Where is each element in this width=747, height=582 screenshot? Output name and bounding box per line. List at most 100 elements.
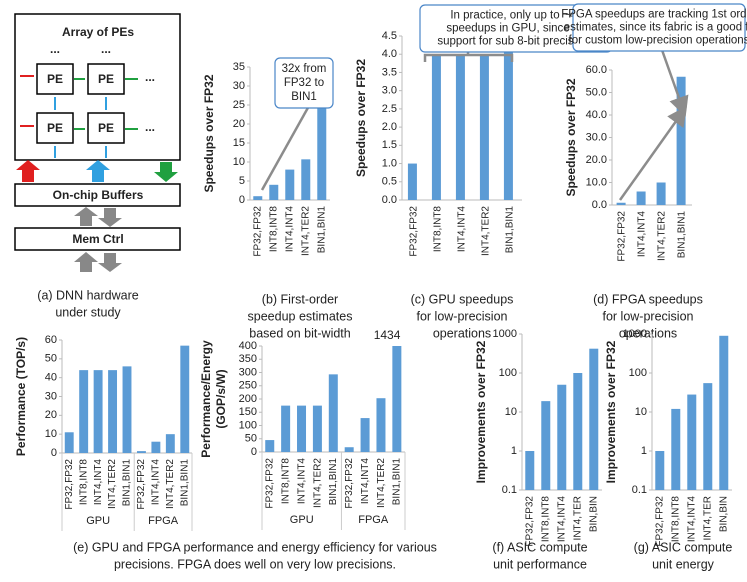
- red-arrow: [16, 160, 40, 182]
- group-label: FPGA: [358, 514, 389, 526]
- x-tick-label: INT4,TER2: [165, 459, 176, 509]
- y-tick-label: 10: [635, 406, 647, 418]
- y-axis-label: Improvements over FP32: [474, 340, 488, 483]
- bar: [525, 451, 535, 490]
- dots: ...: [101, 42, 111, 56]
- bar: [108, 370, 118, 453]
- bar: [265, 440, 275, 452]
- bar: [297, 405, 307, 452]
- y-tick-label: 100: [629, 367, 647, 379]
- y-tick-label: 30: [233, 80, 245, 92]
- x-tick-label: BIN1,BIN1: [179, 459, 190, 507]
- gray-arrow: [98, 253, 122, 272]
- bar: [431, 54, 441, 200]
- y-tick-label: 0.0: [592, 199, 607, 211]
- dots: ...: [50, 42, 60, 56]
- y-tick-label: 4.5: [382, 30, 397, 42]
- pe-box: [87, 63, 125, 95]
- mem-box: [14, 227, 181, 251]
- bar: [344, 447, 354, 452]
- y-axis-label: Speedups over FP32: [564, 78, 578, 196]
- buffers-label: On-chip Buffers: [53, 188, 144, 202]
- x-tick-label: INT4,TER2: [301, 206, 312, 256]
- bar: [122, 366, 132, 453]
- pe-box: [87, 112, 125, 144]
- y-tick-label: 20.0: [586, 154, 607, 166]
- x-tick-label: INT4,TER2: [376, 458, 387, 508]
- caption: based on bit-width: [249, 326, 351, 340]
- caption: unit performance: [493, 557, 587, 571]
- y-tick-label: 40.0: [586, 109, 607, 121]
- y-axis-label: Performance (TOP/s): [14, 337, 28, 456]
- y-tick-label: 20: [233, 118, 245, 130]
- x-tick-label: INT8,INT8: [671, 496, 682, 543]
- y-tick-label: 3.0: [382, 85, 397, 97]
- y-tick-label: 300: [239, 366, 257, 378]
- y-tick-label: 1: [511, 445, 517, 457]
- bar: [360, 418, 370, 452]
- y-tick-label: 40: [45, 372, 57, 384]
- y-tick-label: 0.1: [502, 484, 517, 496]
- y-tick-label: 1.5: [382, 139, 397, 151]
- pe-box: [36, 112, 74, 144]
- dots: ...: [145, 70, 155, 84]
- y-tick-label: 20: [45, 409, 57, 421]
- y-tick-label: 1000: [493, 328, 517, 340]
- caption: precisions. FPGA does well on very low p…: [114, 557, 396, 571]
- x-tick-label: INT4,TER2: [107, 459, 118, 509]
- x-tick-label: FP32,FP32: [617, 211, 628, 262]
- chart: 0.1 1 10 100 1000 Improvements over FP32 FP32,…: [474, 328, 602, 571]
- blue-arrow: [86, 160, 110, 182]
- y-tick-label: 4.0: [382, 48, 397, 60]
- y-tick-label: 10.0: [586, 176, 607, 188]
- y-tick-label: 100: [499, 367, 517, 379]
- x-tick-label: INT4,INT4: [285, 206, 296, 253]
- y-tick-label: 0.1: [632, 484, 647, 496]
- bar: [636, 191, 646, 205]
- y-tick-label: 30.0: [586, 131, 607, 143]
- annotation: estimates, since its fabric is a good fi…: [564, 22, 747, 34]
- bar: [312, 405, 322, 452]
- bar: [136, 451, 146, 453]
- x-tick-label: FP32,FP32: [655, 496, 666, 547]
- y-axis-label: Performance/Energy: [199, 340, 213, 458]
- x-tick-label: BIN1,BIN1: [122, 459, 133, 507]
- chart: 0.1 1 10 100 1000 Improvements over FP32 FP32,…: [604, 328, 732, 571]
- annotation: In practice, only up to ~4x: [450, 10, 582, 22]
- y-tick-label: 150: [239, 406, 257, 418]
- arrows: [20, 75, 138, 158]
- x-tick-label: INT4,TER: [573, 496, 584, 540]
- x-tick-label: INT4,INT4: [151, 459, 162, 506]
- gray-arrow: [74, 207, 98, 226]
- y-tick-label: 25: [233, 99, 245, 111]
- bar: [455, 54, 465, 200]
- x-tick-label: FP32,FP32: [409, 206, 420, 257]
- dots: ...: [145, 120, 155, 134]
- bar: [269, 184, 279, 200]
- caption: under study: [55, 305, 121, 319]
- y-tick-label: 2.5: [382, 103, 397, 115]
- x-tick-label: FP32,FP32: [344, 458, 355, 509]
- annotation: support for sub 8-bit precisions: [437, 36, 594, 48]
- x-tick-label: INT4,TER2: [312, 458, 323, 508]
- annotation-arrow: [618, 105, 687, 201]
- bar: [703, 383, 713, 490]
- x-tick-label: INT4,INT4: [637, 211, 648, 258]
- chart: 0.0 10.0 20.0 30.0 40.0 50.0 60.0 Speedups over…: [564, 64, 703, 340]
- chart: 0 10 20 30 40 50 60 Performance (TOP/s) FP32,FP3…: [14, 334, 437, 571]
- y-tick-label: 400: [239, 340, 257, 352]
- bar: [301, 159, 311, 200]
- x-tick-label: INT4,INT4: [296, 458, 307, 505]
- pe-box: [36, 63, 74, 95]
- x-tick-label: INT8,INT8: [78, 459, 89, 506]
- x-tick-label: INT4,TER: [703, 496, 714, 540]
- annotation-arrow: [660, 49, 689, 117]
- y-axis-label: (GOP/s/W): [214, 369, 228, 428]
- annotation: for custom low-precision operations: [569, 35, 747, 47]
- x-tick-label: BIN1,BIN1: [392, 458, 403, 506]
- caption: (f) ASIC compute: [492, 540, 587, 554]
- y-tick-label: 0: [51, 447, 57, 459]
- y-tick-label: 0.5: [382, 176, 397, 188]
- y-axis-label: Speedups over FP32: [202, 74, 216, 192]
